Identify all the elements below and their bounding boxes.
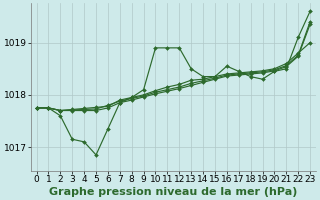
X-axis label: Graphe pression niveau de la mer (hPa): Graphe pression niveau de la mer (hPa) bbox=[49, 187, 298, 197]
